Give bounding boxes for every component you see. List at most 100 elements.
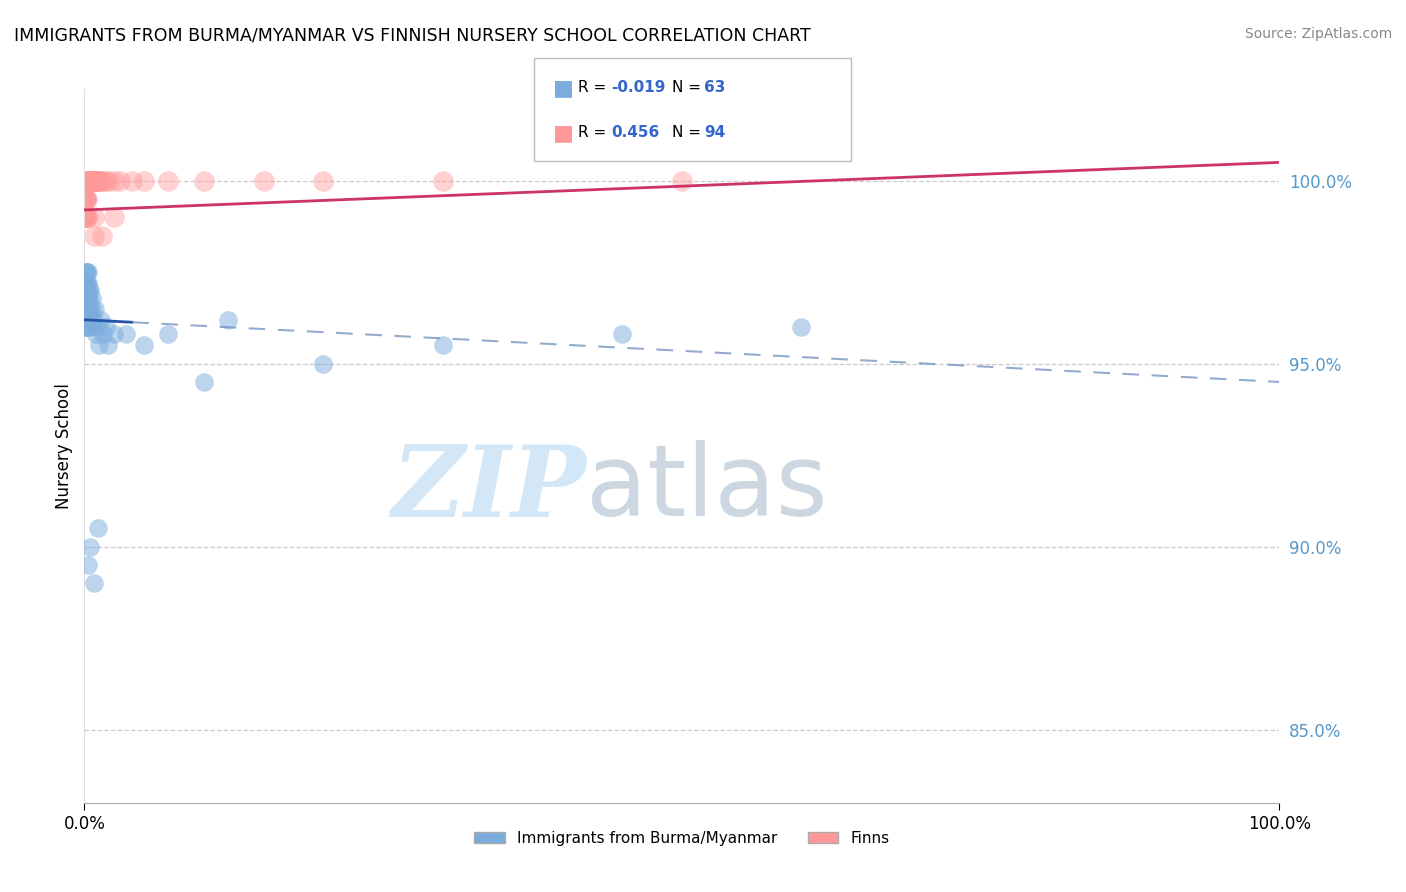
Point xyxy=(79,174,101,188)
Point xyxy=(75,211,97,225)
Point xyxy=(76,174,98,188)
Point xyxy=(75,320,97,334)
Point xyxy=(86,521,108,535)
Point xyxy=(75,174,97,188)
Point xyxy=(87,174,110,188)
Point xyxy=(76,174,98,188)
Point xyxy=(87,338,110,352)
Point xyxy=(77,174,100,188)
Point xyxy=(77,309,100,323)
Point xyxy=(73,192,96,206)
Point xyxy=(75,174,97,188)
Point xyxy=(83,576,105,591)
Point xyxy=(97,174,120,188)
Point xyxy=(82,174,104,188)
Point xyxy=(75,192,97,206)
Point xyxy=(77,174,100,188)
Point xyxy=(193,375,215,389)
Point xyxy=(97,338,120,352)
Point xyxy=(83,174,105,188)
Point xyxy=(432,338,454,352)
Point xyxy=(83,174,105,188)
Point xyxy=(77,301,100,316)
Point xyxy=(75,276,97,290)
Point xyxy=(76,320,98,334)
Point xyxy=(612,327,634,342)
Point xyxy=(79,174,101,188)
Point xyxy=(77,174,100,188)
Point xyxy=(75,174,97,188)
Point xyxy=(75,174,97,188)
Point xyxy=(86,174,108,188)
Point xyxy=(79,174,101,188)
Point xyxy=(115,327,138,342)
Point xyxy=(75,291,97,305)
Point xyxy=(80,174,103,188)
Point xyxy=(75,284,97,298)
Point xyxy=(77,174,100,188)
Point xyxy=(121,174,143,188)
Point xyxy=(75,309,97,323)
Text: 0.456: 0.456 xyxy=(612,125,659,140)
Point xyxy=(75,211,97,225)
Point xyxy=(157,327,180,342)
Point xyxy=(76,174,98,188)
Text: atlas: atlas xyxy=(586,441,828,537)
Text: -0.019: -0.019 xyxy=(612,80,666,95)
Point xyxy=(83,174,105,188)
Point xyxy=(103,327,125,342)
Point xyxy=(79,174,101,188)
Point xyxy=(76,174,98,188)
Point xyxy=(86,174,108,188)
Point xyxy=(75,211,97,225)
Point xyxy=(83,174,105,188)
Text: Source: ZipAtlas.com: Source: ZipAtlas.com xyxy=(1244,27,1392,41)
Point xyxy=(790,320,813,334)
Text: ■: ■ xyxy=(553,123,574,143)
Point xyxy=(76,284,98,298)
Point xyxy=(84,174,107,188)
Point xyxy=(77,174,100,188)
Point xyxy=(75,265,97,279)
Point xyxy=(82,174,104,188)
Text: IMMIGRANTS FROM BURMA/MYANMAR VS FINNISH NURSERY SCHOOL CORRELATION CHART: IMMIGRANTS FROM BURMA/MYANMAR VS FINNISH… xyxy=(14,27,811,45)
Point xyxy=(82,174,104,188)
Point xyxy=(91,228,114,243)
Point xyxy=(75,174,97,188)
Point xyxy=(80,312,103,326)
Legend: Immigrants from Burma/Myanmar, Finns: Immigrants from Burma/Myanmar, Finns xyxy=(468,825,896,852)
Point xyxy=(75,174,97,188)
Point xyxy=(77,174,100,188)
Point xyxy=(76,284,98,298)
Point xyxy=(217,312,239,326)
Point xyxy=(312,357,335,371)
Point xyxy=(77,284,100,298)
Point xyxy=(76,211,98,225)
Point xyxy=(80,174,103,188)
Point xyxy=(80,291,103,305)
Point xyxy=(75,211,97,225)
Point xyxy=(76,276,98,290)
Point xyxy=(77,174,100,188)
Point xyxy=(76,174,98,188)
Text: R =: R = xyxy=(578,125,612,140)
Point xyxy=(76,174,98,188)
Point xyxy=(75,174,97,188)
Point xyxy=(77,558,100,572)
Point xyxy=(79,174,101,188)
Text: N =: N = xyxy=(672,80,706,95)
Point xyxy=(76,265,98,279)
Point xyxy=(157,174,180,188)
Point xyxy=(671,174,693,188)
Point xyxy=(75,192,97,206)
Point xyxy=(79,301,101,316)
Point xyxy=(90,312,112,326)
Point xyxy=(91,174,114,188)
Point xyxy=(84,174,107,188)
Point xyxy=(84,301,107,316)
Point xyxy=(75,320,97,334)
Point xyxy=(75,312,97,326)
Point xyxy=(73,291,96,305)
Point xyxy=(76,265,98,279)
Point xyxy=(75,276,97,290)
